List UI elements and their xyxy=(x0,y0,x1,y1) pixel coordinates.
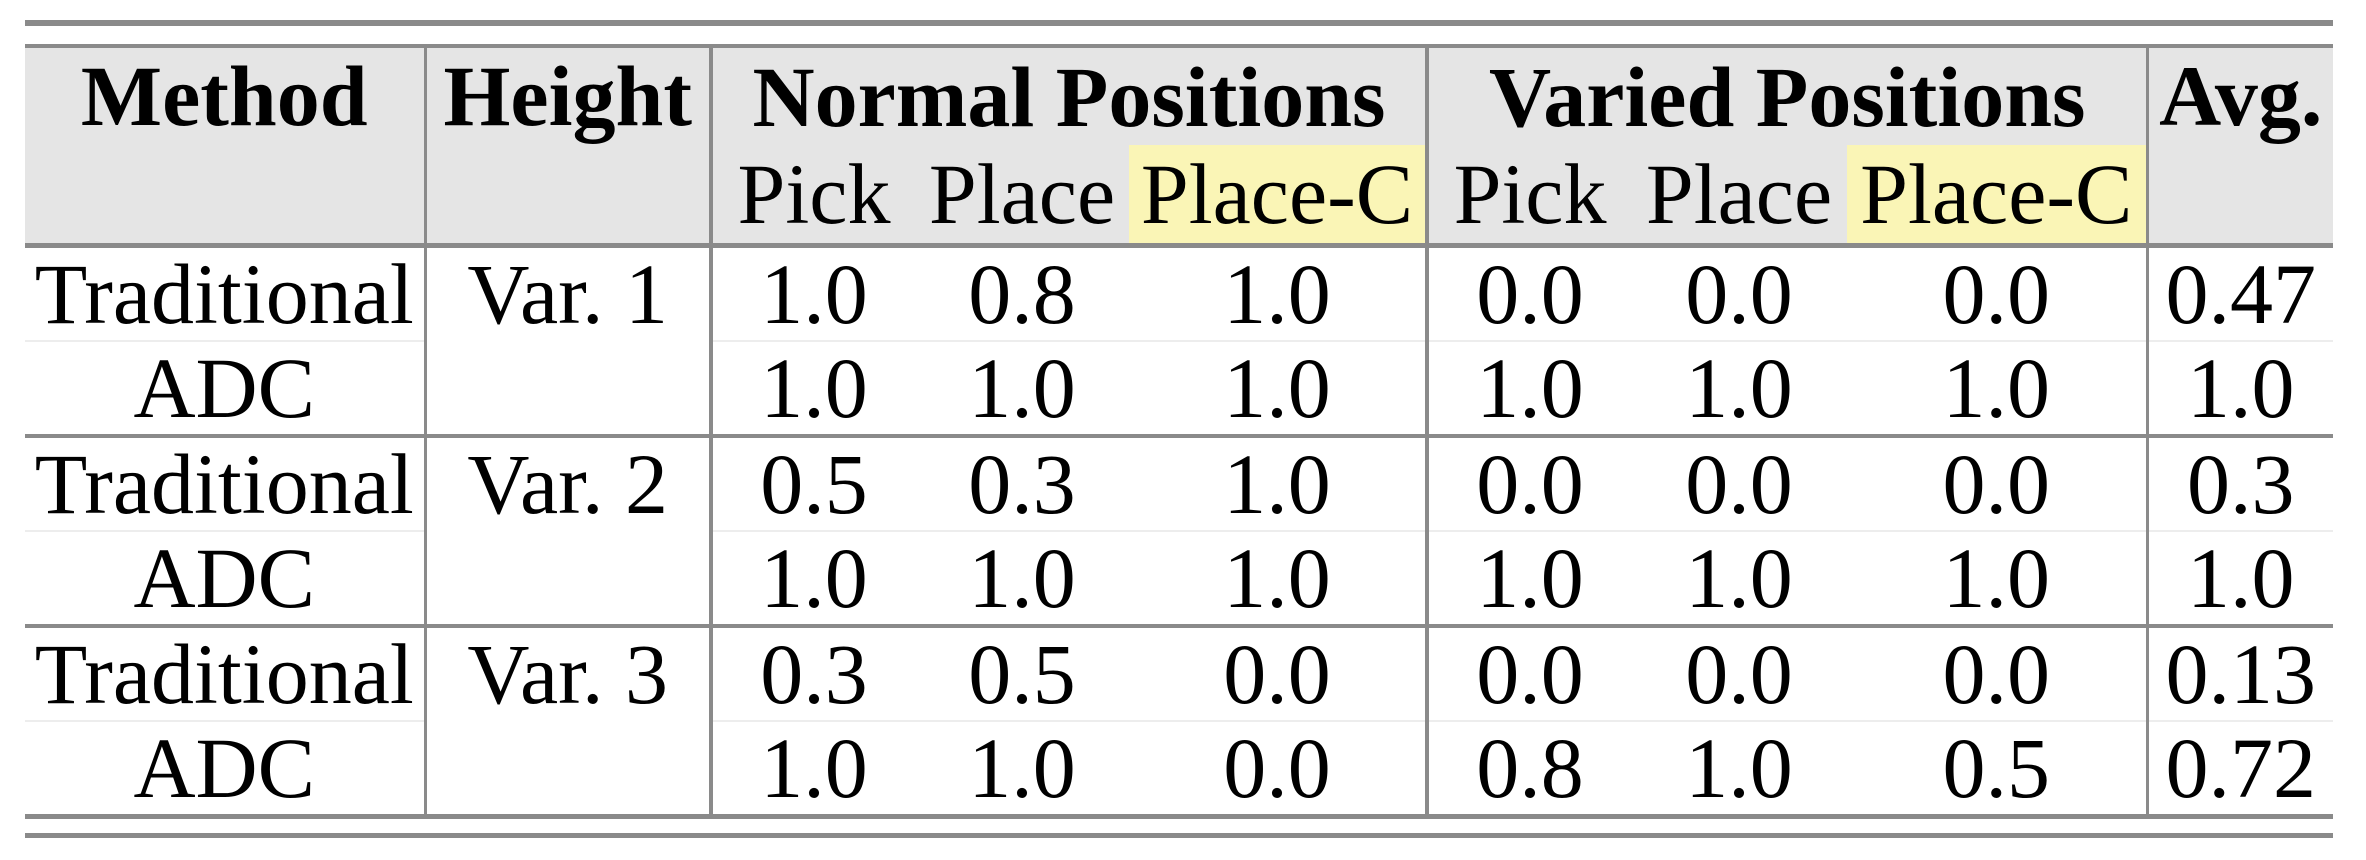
cell-value: 0.0 xyxy=(1847,434,2149,531)
cell-value: 1.0 xyxy=(915,340,1129,436)
cell-value: 0.0 xyxy=(1631,624,1848,721)
cell-avg: 0.3 xyxy=(2147,434,2334,531)
table-row: ADC 1.0 1.0 1.0 1.0 1.0 1.0 1.0 xyxy=(25,340,2334,436)
cell-method: ADC xyxy=(25,530,427,626)
cell-value: 1.0 xyxy=(1631,720,1848,817)
subheader-place-normal: Place xyxy=(915,145,1129,248)
cell-value: 0.0 xyxy=(1427,434,1632,531)
cell-value: 1.0 xyxy=(711,245,915,341)
cell-value: 0.0 xyxy=(1427,624,1632,721)
cell-value: 1.0 xyxy=(711,720,915,817)
cell-method: Traditional xyxy=(25,245,427,341)
cell-value: 0.3 xyxy=(711,624,915,721)
table-row: Traditional Var. 1 1.0 0.8 1.0 0.0 0.0 0… xyxy=(25,245,2334,436)
cell-value: 0.0 xyxy=(1129,624,1430,721)
col-header-avg: Avg. xyxy=(2147,46,2334,248)
cell-value: 1.0 xyxy=(711,530,915,626)
cell-height: Var. 2 xyxy=(425,434,713,626)
cell-value: 0.0 xyxy=(1847,245,2149,341)
cell-value: 0.5 xyxy=(1847,720,2149,817)
cell-avg: 0.13 xyxy=(2147,624,2334,721)
cell-value: 1.0 xyxy=(1847,340,2149,436)
cell-value: 0.8 xyxy=(1427,720,1632,817)
cell-value: 1.0 xyxy=(711,340,915,436)
cell-value: 0.3 xyxy=(915,434,1129,531)
cell-value: 1.0 xyxy=(1129,245,1430,341)
cell-method: ADC xyxy=(25,340,427,436)
cell-value: 1.0 xyxy=(1847,530,2149,626)
table-row: Traditional Var. 2 0.5 0.3 1.0 0.0 0.0 0… xyxy=(25,434,2334,626)
cell-value: 0.0 xyxy=(1631,434,1848,531)
cell-value: 0.5 xyxy=(711,434,915,531)
cell-value: 0.0 xyxy=(1847,624,2149,721)
cell-avg: 1.0 xyxy=(2147,530,2334,626)
subheader-place-c-normal: Place-C xyxy=(1129,145,1430,248)
cell-value: 1.0 xyxy=(915,720,1129,817)
table-row: ADC 1.0 1.0 0.0 0.8 1.0 0.5 0.72 xyxy=(25,720,2334,817)
group-header-normal-positions: Normal Positions xyxy=(711,46,1430,145)
table-row: ADC 1.0 1.0 1.0 1.0 1.0 1.0 1.0 xyxy=(25,530,2334,626)
subheader-place-varied: Place xyxy=(1631,145,1848,248)
cell-value: 1.0 xyxy=(1129,340,1430,436)
subheader-place-c-varied: Place-C xyxy=(1847,145,2149,248)
group-header-varied-positions: Varied Positions xyxy=(1427,46,2149,145)
cell-avg: 0.72 xyxy=(2147,720,2334,817)
cell-value: 1.0 xyxy=(1631,530,1848,626)
subheader-pick-varied: Pick xyxy=(1427,145,1632,248)
cell-value: 1.0 xyxy=(915,530,1129,626)
cell-method: Traditional xyxy=(25,434,427,531)
cell-value: 1.0 xyxy=(1631,340,1848,436)
cell-height: Var. 3 xyxy=(425,624,713,817)
table-row: Traditional Var. 3 0.3 0.5 0.0 0.0 0.0 0… xyxy=(25,624,2334,817)
col-header-height: Height xyxy=(425,46,713,248)
results-table: Method Height Normal Positions Varied Po… xyxy=(25,44,2334,819)
table-body: Traditional Var. 1 1.0 0.8 1.0 0.0 0.0 0… xyxy=(25,245,2334,817)
cell-value: 0.8 xyxy=(915,245,1129,341)
cell-value: 1.0 xyxy=(1427,340,1632,436)
subheader-pick-normal: Pick xyxy=(711,145,915,248)
cell-avg: 0.47 xyxy=(2147,245,2334,341)
cell-value: 0.5 xyxy=(915,624,1129,721)
cell-method: Traditional xyxy=(25,624,427,721)
cell-value: 1.0 xyxy=(1129,530,1430,626)
cell-avg: 1.0 xyxy=(2147,340,2334,436)
cell-value: 0.0 xyxy=(1631,245,1848,341)
cell-height: Var. 1 xyxy=(425,245,713,436)
col-header-method: Method xyxy=(25,46,427,248)
cell-value: 1.0 xyxy=(1129,434,1430,531)
top-rule xyxy=(25,20,2333,26)
table-header: Method Height Normal Positions Varied Po… xyxy=(25,46,2334,248)
cell-method: ADC xyxy=(25,720,427,817)
cell-value: 0.0 xyxy=(1427,245,1632,341)
cell-value: 1.0 xyxy=(1427,530,1632,626)
cell-value: 0.0 xyxy=(1129,720,1430,817)
bottom-rule xyxy=(25,833,2333,838)
